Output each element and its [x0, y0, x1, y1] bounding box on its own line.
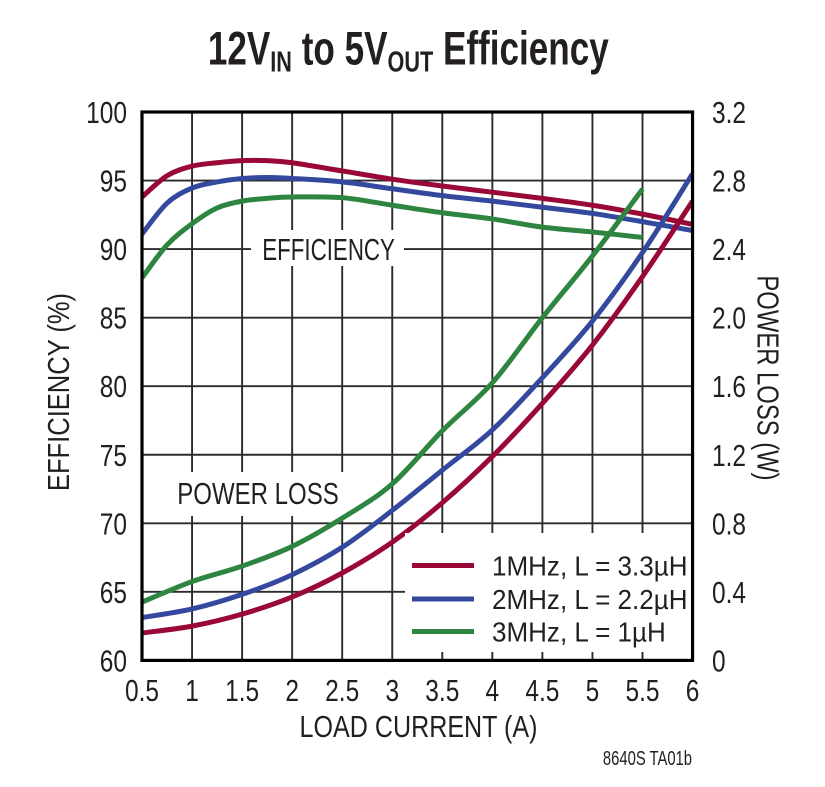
svg-text:2.0: 2.0 — [712, 301, 746, 335]
svg-text:1: 1 — [185, 673, 199, 707]
svg-text:85: 85 — [100, 301, 127, 335]
svg-text:3: 3 — [385, 673, 399, 707]
svg-text:100: 100 — [86, 95, 127, 129]
svg-text:75: 75 — [100, 438, 127, 472]
svg-text:POWER LOSS: POWER LOSS — [177, 476, 338, 511]
svg-text:EFFICIENCY: EFFICIENCY — [262, 233, 395, 267]
svg-text:2.4: 2.4 — [712, 232, 746, 266]
svg-text:4: 4 — [486, 673, 500, 707]
svg-text:5: 5 — [586, 673, 600, 707]
svg-text:5.5: 5.5 — [625, 673, 659, 707]
svg-text:0.5: 0.5 — [125, 673, 159, 707]
svg-text:0: 0 — [712, 644, 726, 678]
svg-text:65: 65 — [100, 575, 127, 609]
svg-text:95: 95 — [100, 164, 127, 198]
svg-text:4.5: 4.5 — [525, 673, 559, 707]
svg-text:3MHz, L = 1µH: 3MHz, L = 1µH — [492, 617, 666, 648]
svg-text:1.5: 1.5 — [225, 673, 259, 707]
svg-text:60: 60 — [100, 644, 127, 678]
svg-text:2.8: 2.8 — [712, 164, 746, 198]
svg-text:1MHz, L = 3.3µH: 1MHz, L = 3.3µH — [492, 551, 688, 582]
svg-text:2.5: 2.5 — [325, 673, 359, 707]
svg-text:1.6: 1.6 — [712, 369, 746, 403]
svg-text:2MHz, L = 2.2µH: 2MHz, L = 2.2µH — [492, 584, 688, 615]
svg-text:70: 70 — [100, 507, 127, 541]
svg-text:80: 80 — [100, 369, 127, 403]
svg-text:6: 6 — [686, 673, 700, 707]
svg-text:LOAD CURRENT (A): LOAD CURRENT (A) — [300, 708, 538, 743]
svg-text:1.2: 1.2 — [712, 438, 746, 472]
svg-text:3.5: 3.5 — [425, 673, 459, 707]
svg-text:8640S TA01b: 8640S TA01b — [603, 747, 692, 770]
svg-text:2: 2 — [285, 673, 299, 707]
svg-text:0.4: 0.4 — [712, 575, 746, 609]
svg-text:0.8: 0.8 — [712, 507, 746, 541]
svg-text:EFFICIENCY (%): EFFICIENCY (%) — [42, 293, 77, 491]
svg-text:90: 90 — [100, 232, 127, 266]
svg-text:3.2: 3.2 — [712, 95, 746, 129]
svg-text:POWER LOSS (W): POWER LOSS (W) — [751, 275, 786, 480]
